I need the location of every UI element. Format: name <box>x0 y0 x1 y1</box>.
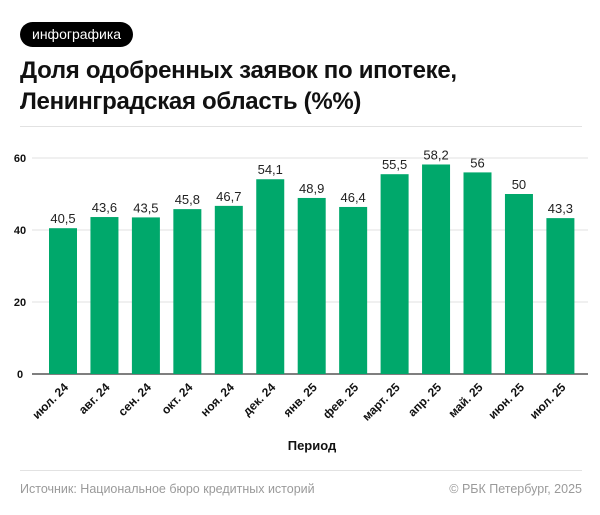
source-note: Источник: Национальное бюро кредитных ис… <box>20 482 315 496</box>
data-label: 54,1 <box>258 162 283 177</box>
bar <box>504 194 533 374</box>
x-tick-label: янв. 25 <box>280 380 320 420</box>
chart-title: Доля одобренных заявок по ипотеке, Ленин… <box>20 57 457 115</box>
data-label: 43,3 <box>548 201 573 216</box>
x-tick-label: авг. 24 <box>76 380 113 417</box>
y-tick-label: 60 <box>14 153 26 165</box>
data-label: 43,5 <box>133 200 158 215</box>
x-tick-label: июл. 25 <box>527 380 569 422</box>
x-tick-label: сен. 24 <box>115 380 154 419</box>
x-tick-label: дек. 24 <box>240 380 279 419</box>
copyright: © РБК Петербург, 2025 <box>449 482 582 496</box>
bar <box>422 164 451 374</box>
x-tick-label: март. 25 <box>359 380 403 424</box>
x-tick-label: июл. 24 <box>29 380 71 422</box>
infographic-badge: инфографика <box>20 22 134 47</box>
bar <box>49 228 77 374</box>
footer-divider <box>20 470 582 471</box>
x-tick-label: май. 25 <box>445 380 485 420</box>
data-label: 46,7 <box>216 189 241 204</box>
bar <box>214 205 243 374</box>
data-label: 48,9 <box>299 181 324 196</box>
data-label: 58,2 <box>423 147 448 162</box>
y-tick-label: 40 <box>14 225 26 237</box>
y-tick-label: 0 <box>17 369 23 381</box>
x-tick-label: апр. 25 <box>405 380 444 419</box>
bar <box>173 209 202 374</box>
data-label: 43,6 <box>92 200 117 215</box>
bar <box>463 172 492 374</box>
x-tick-label: июн. 25 <box>485 380 527 422</box>
data-label: 56 <box>470 155 484 170</box>
bar <box>256 179 285 374</box>
data-label: 45,8 <box>175 192 200 207</box>
y-tick-label: 20 <box>14 297 26 309</box>
x-tick-label: фев. 25 <box>320 380 362 422</box>
bar <box>131 217 160 374</box>
data-label: 40,5 <box>50 211 75 226</box>
x-tick-label: окт. 24 <box>159 380 196 417</box>
bar <box>297 197 326 374</box>
bar-chart: 0 20 40 60 40,5 июл. 24 43,6 авг. 24 43,5 сен. 24… <box>14 147 588 453</box>
bar <box>380 174 409 374</box>
data-label: 46,4 <box>340 190 365 205</box>
x-axis-label: Период <box>288 438 337 453</box>
data-label: 50 <box>512 177 526 192</box>
x-tick-label: ноя. 24 <box>198 380 237 419</box>
bar <box>546 218 575 374</box>
header-divider <box>20 126 582 127</box>
bar <box>339 206 368 374</box>
data-label: 55,5 <box>382 157 407 172</box>
bar <box>90 217 119 374</box>
